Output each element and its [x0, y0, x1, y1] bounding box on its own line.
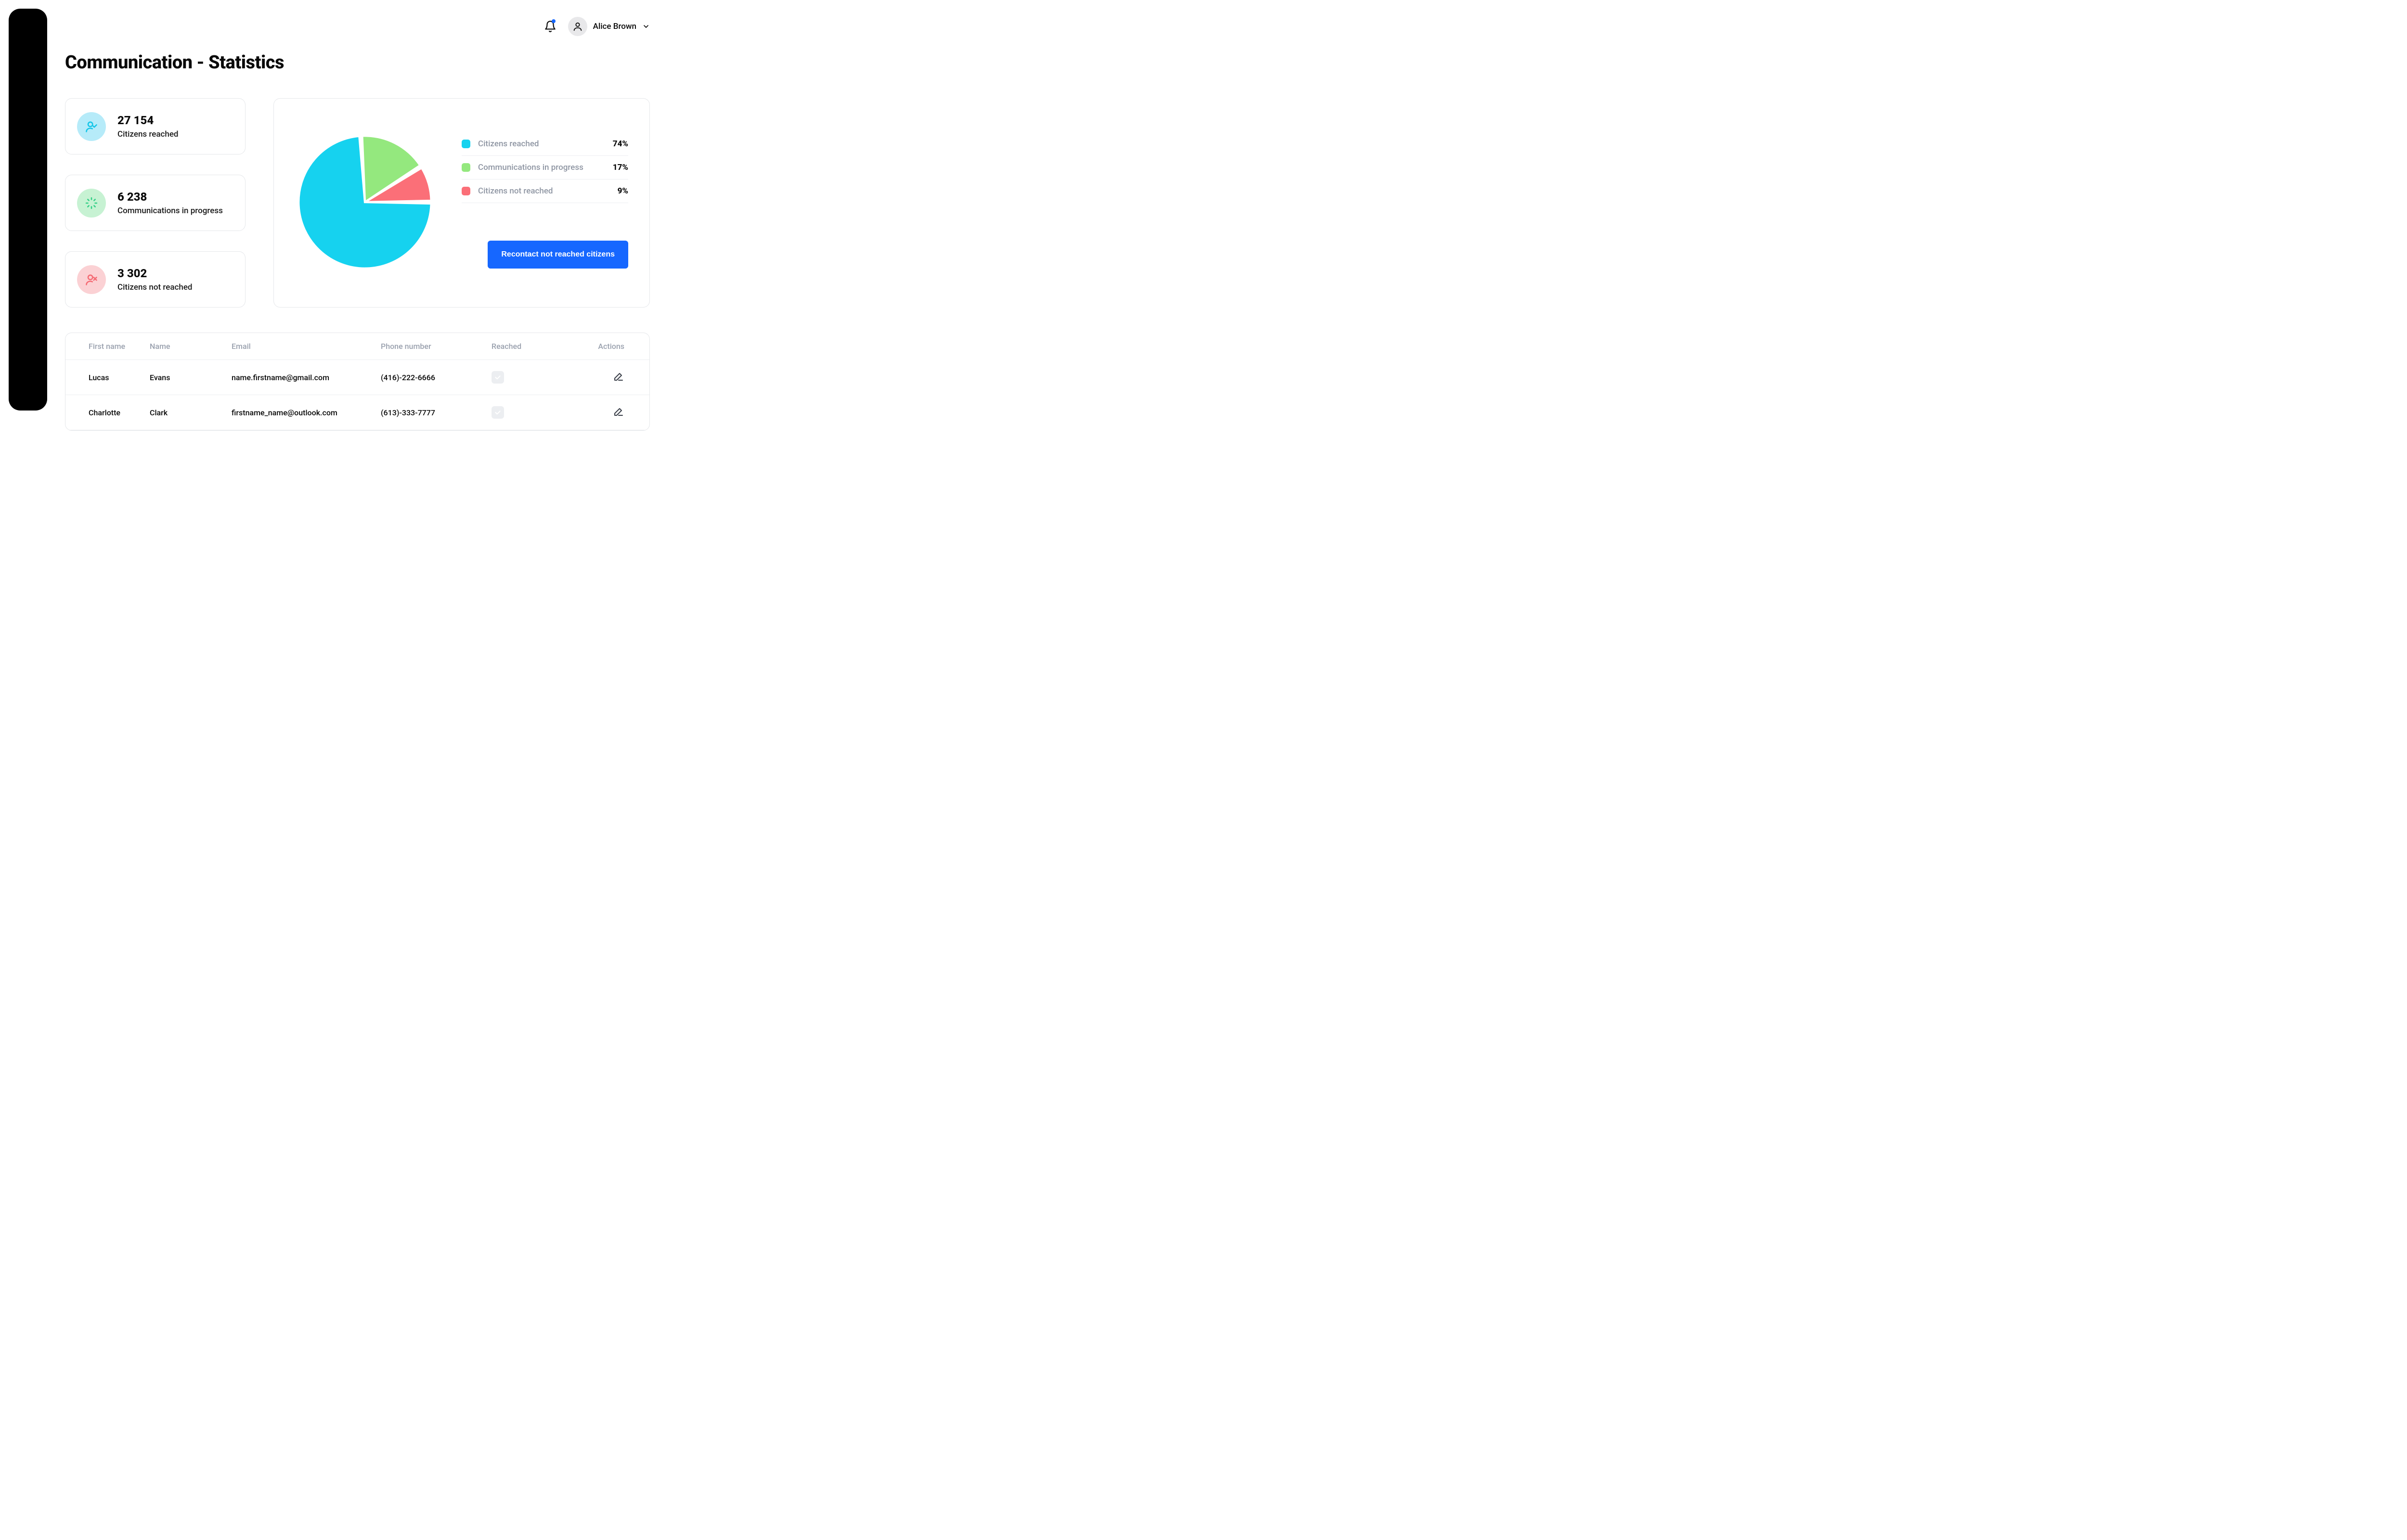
avatar: [568, 17, 587, 36]
stat-label: Citizens reached: [117, 129, 179, 139]
cell-phone: (416)-222-6666: [381, 360, 492, 395]
table-header-row: First name Name Email Phone number Reach…: [65, 333, 649, 360]
legend-swatch: [462, 163, 470, 172]
user-x-icon: [77, 265, 106, 294]
legend-label: Citizens reached: [478, 139, 605, 149]
check-icon: [494, 409, 502, 416]
cell-first-name: Lucas: [65, 360, 150, 395]
reached-checkbox[interactable]: [492, 371, 504, 384]
col-first-name: First name: [65, 333, 150, 360]
citizens-table: First name Name Email Phone number Reach…: [65, 333, 650, 431]
pie-legend: Citizens reached 74% Communications in p…: [462, 118, 628, 269]
sidebar: [9, 9, 47, 411]
pencil-icon: [613, 406, 624, 417]
stat-cards-column: 27 154 Citizens reached: [65, 98, 246, 308]
cell-actions: [571, 360, 649, 395]
table-row: CharlotteClarkfirstname_name@outlook.com…: [65, 395, 649, 430]
stat-value: 6 238: [117, 190, 223, 204]
legend-row: Citizens not reached 9%: [462, 180, 628, 203]
stat-value: 3 302: [117, 267, 193, 281]
cell-email: name.firstname@gmail.com: [232, 360, 381, 395]
dashboard-row: 27 154 Citizens reached: [65, 98, 650, 308]
pie-chart-card: Citizens reached 74% Communications in p…: [273, 98, 650, 308]
topbar: Alice Brown: [65, 0, 650, 43]
col-phone: Phone number: [381, 333, 492, 360]
edit-button[interactable]: [613, 371, 624, 382]
cell-name: Evans: [150, 360, 232, 395]
col-reached: Reached: [492, 333, 571, 360]
pie-chart: [295, 132, 435, 272]
legend-row: Communications in progress 17%: [462, 156, 628, 180]
stat-label: Communications in progress: [117, 206, 223, 216]
cell-reached: [492, 395, 571, 430]
col-actions: Actions: [571, 333, 649, 360]
legend-row: Citizens reached 74%: [462, 139, 628, 156]
check-icon: [494, 373, 502, 381]
legend-pct: 74%: [613, 139, 628, 149]
user-name-label: Alice Brown: [593, 22, 636, 31]
legend-swatch: [462, 187, 470, 195]
col-email: Email: [232, 333, 381, 360]
stat-card-not-reached: 3 302 Citizens not reached: [65, 251, 246, 308]
spinner-icon: [77, 189, 106, 218]
legend-swatch: [462, 140, 470, 148]
page-title: Communication - Statistics: [65, 52, 650, 73]
cell-email: firstname_name@outlook.com: [232, 395, 381, 430]
legend-pct: 17%: [613, 163, 628, 172]
table-row: LucasEvansname.firstname@gmail.com(416)-…: [65, 360, 649, 395]
cell-name: Clark: [150, 395, 232, 430]
legend-label: Citizens not reached: [478, 186, 610, 196]
user-menu[interactable]: Alice Brown: [568, 17, 650, 36]
pencil-icon: [613, 371, 624, 382]
legend-pct: 9%: [618, 186, 628, 196]
cell-first-name: Charlotte: [65, 395, 150, 430]
notifications-button[interactable]: [544, 20, 556, 33]
notification-dot: [552, 19, 556, 23]
cell-phone: (613)-333-7777: [381, 395, 492, 430]
stat-card-reached: 27 154 Citizens reached: [65, 98, 246, 154]
stat-value: 27 154: [117, 114, 179, 128]
chevron-down-icon: [642, 23, 650, 30]
col-name: Name: [150, 333, 232, 360]
stat-label: Citizens not reached: [117, 282, 193, 292]
user-check-icon: [77, 112, 106, 141]
recontact-button[interactable]: Recontact not reached citizens: [488, 241, 628, 269]
user-icon: [572, 21, 583, 32]
stat-card-in-progress: 6 238 Communications in progress: [65, 175, 246, 231]
edit-button[interactable]: [613, 406, 624, 417]
cell-reached: [492, 360, 571, 395]
main-content: Alice Brown Communication - Statistics 2…: [65, 0, 674, 421]
cell-actions: [571, 395, 649, 430]
legend-label: Communications in progress: [478, 163, 605, 172]
reached-checkbox[interactable]: [492, 406, 504, 419]
